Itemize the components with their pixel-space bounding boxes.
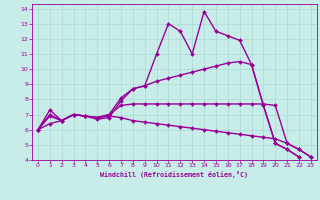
X-axis label: Windchill (Refroidissement éolien,°C): Windchill (Refroidissement éolien,°C) (100, 171, 248, 178)
